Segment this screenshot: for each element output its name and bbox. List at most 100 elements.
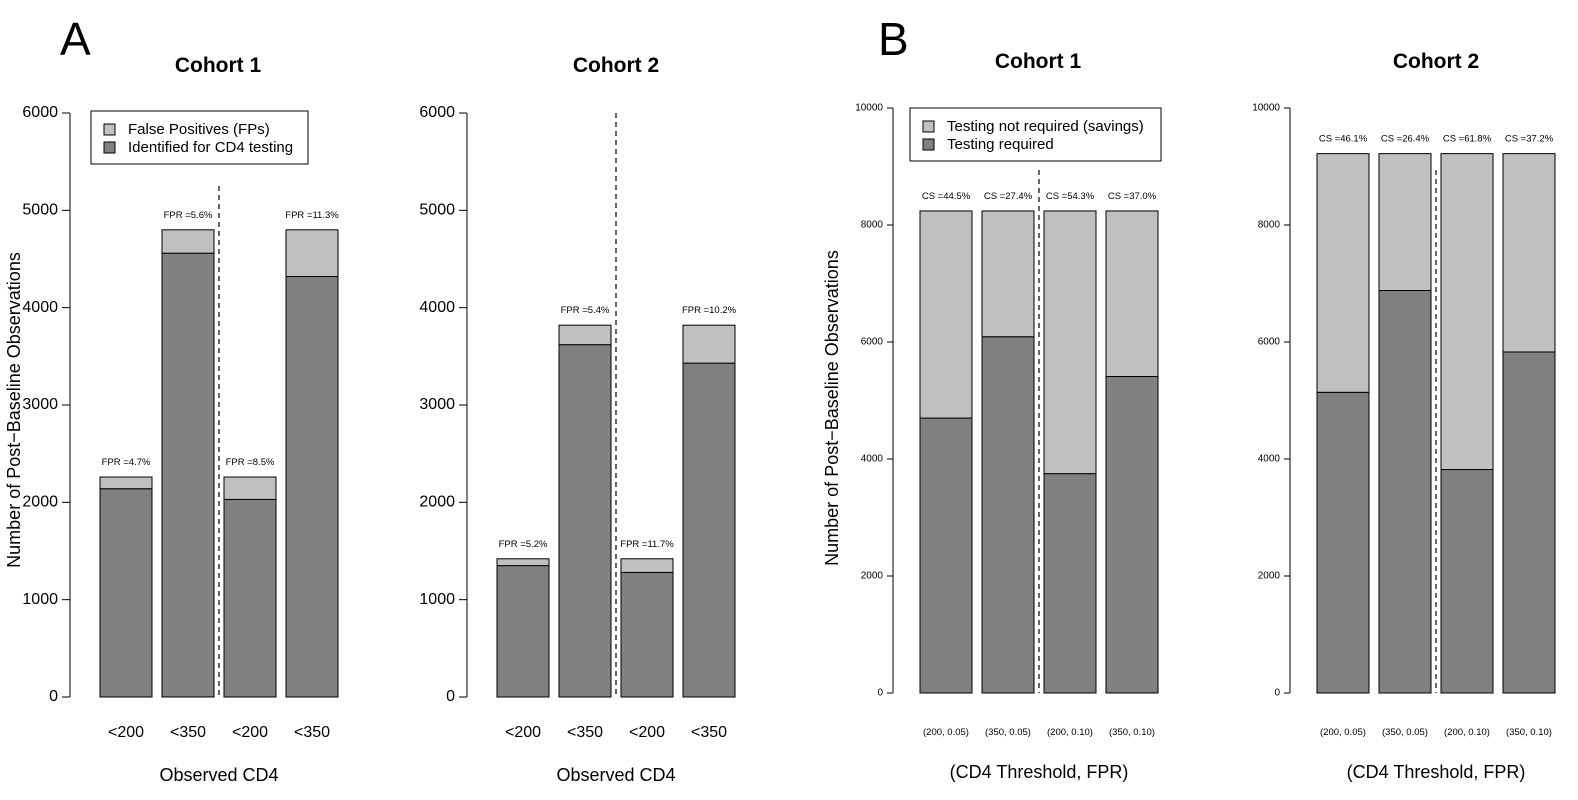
bar-segment-top: [496, 558, 550, 567]
bar-segment-top: [1440, 153, 1494, 471]
y-tick-label: 0: [446, 688, 455, 705]
bar-segment-bottom: [1440, 469, 1494, 694]
y-tick-label: 0: [877, 688, 883, 699]
bar-segment-top: [620, 558, 674, 573]
y-tick-label: 6000: [419, 104, 455, 121]
bar-annotation: CS =54.3%: [1046, 191, 1095, 202]
x-category-label: (200, 0.05): [1320, 727, 1366, 738]
chart-title: Cohort 1: [995, 50, 1082, 73]
y-tick-label: 2000: [861, 571, 884, 582]
x-axis-label: (CD4 Threshold, FPR): [1347, 762, 1526, 782]
bar-segment-bottom: [1378, 290, 1432, 694]
bar-segment-bottom: [620, 571, 674, 698]
legend-label: Testing not required (savings): [947, 118, 1144, 135]
bar-annotation: FPR =4.7%: [102, 457, 151, 468]
y-tick-label: 5000: [22, 202, 58, 219]
y-tick-label: 1000: [22, 591, 58, 608]
legend: False Positives (FPs)Identified for CD4 …: [90, 110, 309, 165]
x-category-label: (200, 0.10): [1444, 727, 1490, 738]
y-tick-label: 8000: [1258, 220, 1281, 231]
bar-segment-top: [1378, 153, 1432, 292]
x-category-label: <200: [232, 724, 268, 741]
y-tick-label: 4000: [861, 454, 884, 465]
x-category-label: (350, 0.05): [985, 727, 1031, 738]
bar-segment-bottom: [558, 344, 612, 698]
bar-annotation: CS =27.4%: [984, 191, 1033, 202]
bar-annotation: CS =37.2%: [1505, 134, 1554, 145]
y-tick-label: 6000: [22, 104, 58, 121]
legend-box: [909, 107, 1162, 162]
y-tick-label: 2000: [1258, 571, 1281, 582]
bar-segment-top: [1316, 153, 1370, 393]
bar-annotation: CS =26.4%: [1381, 134, 1430, 145]
bar-annotation: FPR =8.5%: [226, 457, 275, 468]
legend-swatch: [103, 123, 116, 136]
y-tick-label: 3000: [419, 396, 455, 413]
panel-b-letter: B: [878, 13, 909, 65]
chart-1: Cohort 1 0 1000 2000 3000 4000 5000 6000 Number …: [4, 54, 339, 785]
bar-segment-top: [161, 229, 215, 254]
chart-4: Cohort 2 0 2000 4000 6000 8000 10000 CS =46.1% (…: [1252, 50, 1556, 782]
bar-annotation: FPR =10.2%: [682, 305, 737, 316]
chart-title: Cohort 2: [1393, 50, 1479, 73]
y-tick-label: 1000: [419, 591, 455, 608]
legend-swatch: [103, 141, 116, 154]
bar-segment-bottom: [981, 336, 1035, 694]
x-category-label: <200: [629, 724, 665, 741]
panel-a-letter: A: [60, 13, 91, 65]
x-category-label: (350, 0.10): [1109, 727, 1155, 738]
bar-annotation: FPR =5.6%: [164, 210, 213, 221]
bar-annotation: CS =46.1%: [1319, 134, 1368, 145]
bar-segment-top: [981, 210, 1035, 338]
legend-label: Identified for CD4 testing: [128, 139, 293, 156]
x-category-label: <350: [691, 724, 727, 741]
bar-segment-top: [285, 229, 339, 278]
bar-segment-bottom: [682, 362, 736, 698]
bar-annotation: FPR =11.7%: [620, 539, 674, 550]
x-category-label: (200, 0.10): [1047, 727, 1093, 738]
bar-segment-bottom: [496, 565, 550, 698]
x-category-label: <350: [567, 724, 603, 741]
bar-segment-top: [682, 324, 736, 364]
y-tick-label: 4000: [1258, 454, 1281, 465]
bar-segment-top: [99, 476, 153, 490]
legend-box: [90, 110, 309, 165]
chart-2: Cohort 2 0 1000 2000 3000 4000 5000 6000 FPR =5.…: [419, 54, 736, 785]
y-tick-label: 4000: [419, 299, 455, 316]
bar-segment-bottom: [1043, 473, 1097, 694]
y-tick-label: 10000: [855, 103, 883, 114]
bar-segment-bottom: [99, 488, 153, 698]
bar-segment-bottom: [161, 252, 215, 698]
bar-segment-bottom: [919, 417, 973, 694]
bar-segment-bottom: [1316, 391, 1370, 694]
y-axis-label: Number of Post−Baseline Observations: [822, 250, 842, 566]
legend-label: Testing required: [947, 136, 1054, 153]
bar-segment-bottom: [223, 498, 277, 698]
bar-segment-top: [558, 324, 612, 346]
y-tick-label: 0: [1274, 688, 1280, 699]
legend: Testing not required (savings)Testing re…: [909, 107, 1162, 162]
x-category-label: <200: [108, 724, 144, 741]
x-category-label: <350: [170, 724, 206, 741]
bar-segment-top: [1502, 153, 1556, 353]
bar-segment-bottom: [285, 276, 339, 698]
x-category-label: (350, 0.05): [1382, 727, 1428, 738]
charts: Cohort 1 0 1000 2000 3000 4000 5000 6000 Number …: [4, 50, 1556, 785]
x-axis-label: Observed CD4: [556, 765, 675, 785]
y-tick-label: 4000: [22, 299, 58, 316]
chart-3: Cohort 1 0 2000 4000 6000 8000 10000 Number of …: [822, 50, 1162, 782]
bar-segment-top: [1043, 210, 1097, 475]
x-category-label: (350, 0.10): [1506, 727, 1552, 738]
chart-title: Cohort 1: [175, 54, 262, 77]
bar-segment-top: [919, 210, 973, 419]
bar-annotation: FPR =5.2%: [499, 539, 548, 550]
bar-segment-top: [223, 476, 277, 500]
bar-annotation: CS =61.8%: [1443, 134, 1492, 145]
x-category-label: (200, 0.05): [923, 727, 969, 738]
bar-annotation: CS =44.5%: [922, 191, 971, 202]
bar-annotation: CS =37.0%: [1108, 191, 1157, 202]
x-axis-label: (CD4 Threshold, FPR): [950, 762, 1129, 782]
y-tick-label: 2000: [22, 494, 58, 511]
bar-segment-top: [1105, 210, 1159, 378]
